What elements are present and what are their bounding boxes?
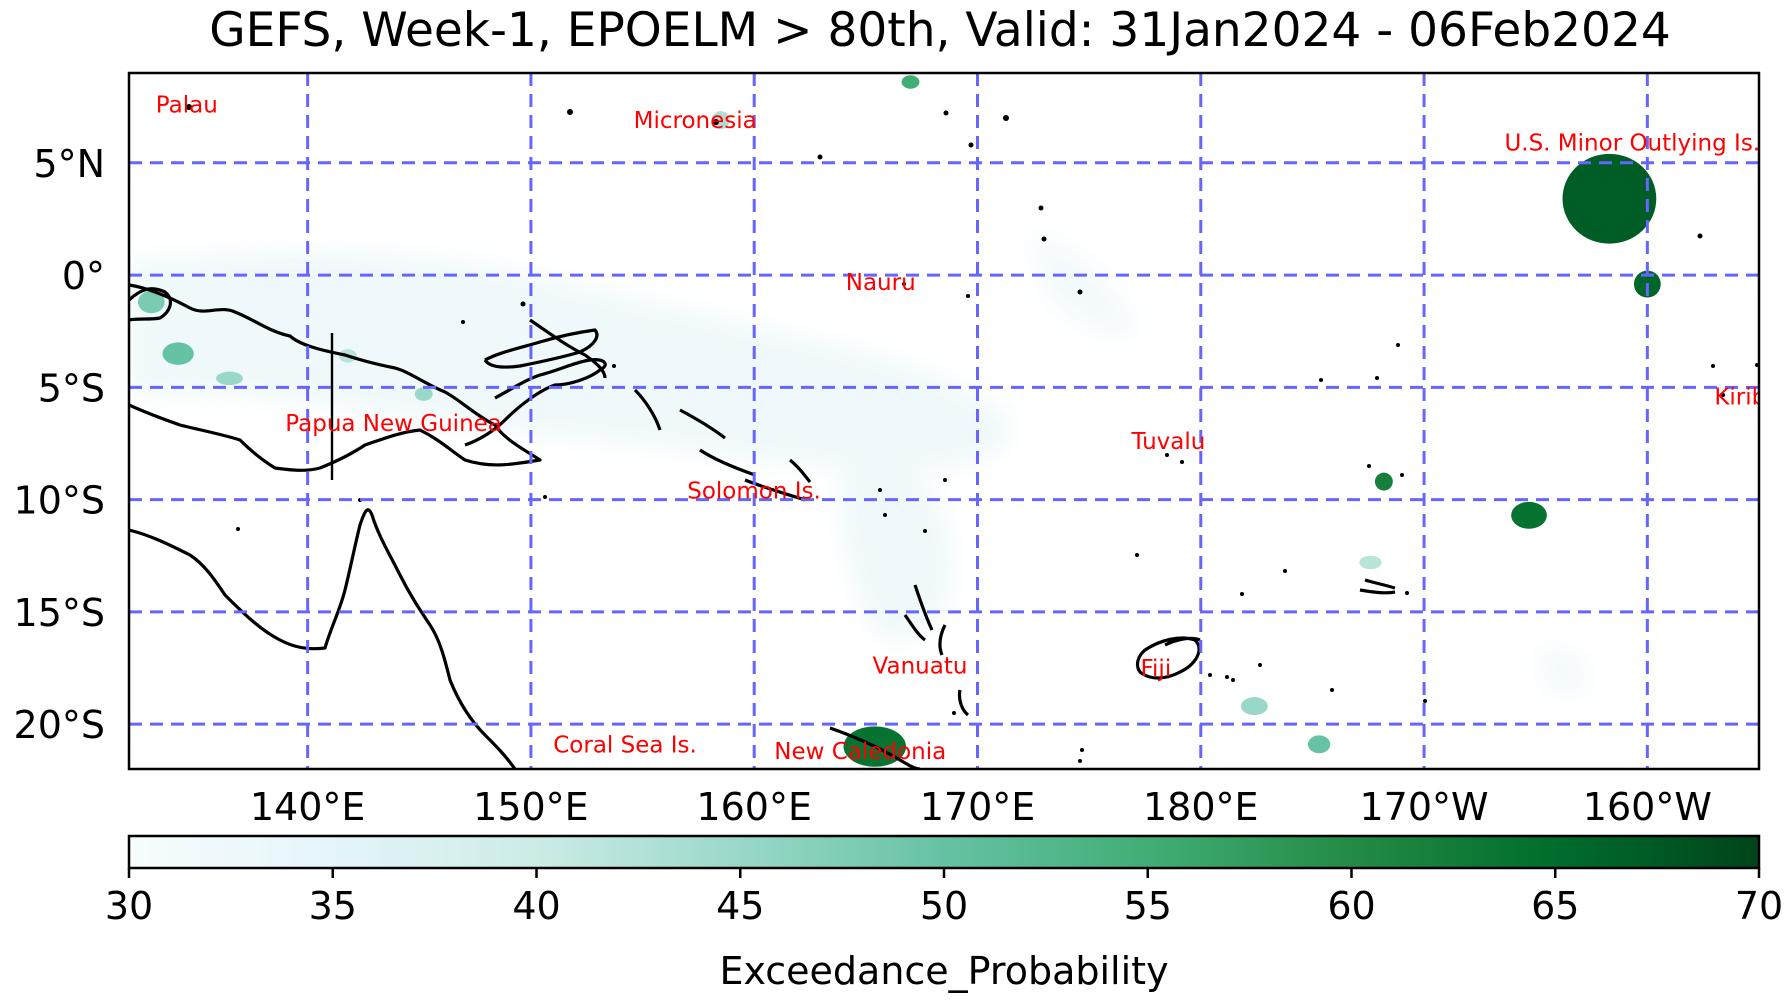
map-frame [127, 71, 1761, 771]
lon-tick-label: 160°E [696, 785, 812, 829]
figure-title: GEFS, Week-1, EPOELM > 80th, Valid: 31Ja… [209, 3, 1671, 58]
low-probability-field [129, 230, 1586, 694]
islands [186, 104, 1759, 763]
probability-cell [1359, 555, 1382, 570]
lon-tick-label: 150°E [473, 785, 589, 829]
colorbar-tick-label: 40 [512, 884, 560, 928]
colorbar-tick-label: 65 [1531, 884, 1579, 928]
probability-cell [1240, 697, 1268, 716]
lat-tick-label: 5°S [38, 366, 105, 410]
coastline-solomon-is [679, 408, 812, 502]
latitude-ticks: 5°N 0° 5°S 10°S 15°S 20°S [14, 142, 105, 747]
place-label: Solomon Is. [687, 479, 821, 505]
probability-cell [216, 371, 243, 386]
lon-tick-label: 170°E [920, 785, 1036, 829]
gridlines [129, 73, 1759, 769]
colorbar-ticks: 30 35 40 45 50 55 60 65 70 [105, 868, 1783, 928]
lon-tick-label: 160°W [1583, 785, 1712, 829]
place-label: Palau [156, 92, 218, 118]
place-label: Nauru [846, 270, 916, 296]
colorbar-tick-label: 30 [105, 884, 153, 928]
coastline-vanuatu [903, 584, 970, 717]
lat-tick-label: 5°N [33, 142, 105, 186]
coastline-new-guinea-west [129, 283, 542, 472]
probability-cell [1374, 472, 1393, 491]
map-area[interactable]: Palau Micronesia U.S. Minor Outlying Is. Na… [129, 73, 1790, 769]
lat-tick-label: 0° [62, 254, 105, 298]
lat-tick-label: 15°S [14, 591, 105, 635]
place-label: U.S. Minor Outlying Is. [1504, 131, 1760, 157]
place-labels: Palau Micronesia U.S. Minor Outlying Is. Na… [156, 92, 1790, 765]
probability-cell [162, 342, 194, 365]
lon-tick-label: 140°E [250, 785, 366, 829]
colorbar-tick-label: 60 [1327, 884, 1375, 928]
coastline-new-britain [483, 328, 599, 369]
place-label: Vanuatu [873, 654, 968, 680]
colorbar-tick-label: 45 [716, 884, 764, 928]
probability-cell [1511, 501, 1547, 529]
probability-cell [1307, 735, 1331, 754]
place-label: Kiribati [1714, 384, 1790, 410]
colorbar-tick-label: 55 [1124, 884, 1172, 928]
place-label: Tuvalu [1131, 429, 1206, 455]
place-label: New Caledonia [774, 739, 946, 765]
place-label: Fiji [1140, 656, 1171, 682]
place-label: Micronesia [634, 108, 757, 134]
coastline-fiji [1135, 636, 1201, 680]
colorbar-tick-label: 35 [309, 884, 357, 928]
colorbar: 30 35 40 45 50 55 60 65 70 Exceedance_Probabilit… [105, 834, 1783, 993]
coastline-bird-head [129, 287, 173, 322]
colorbar-tick-label: 50 [920, 884, 968, 928]
longitude-ticks: 140°E 150°E 160°E 170°E 180°E 170°W 160°W [250, 785, 1712, 829]
coastline-bougainville [633, 388, 662, 431]
colorbar-tick-label: 70 [1735, 884, 1783, 928]
probability-cell [137, 290, 165, 314]
coastline-australia-north [129, 508, 517, 769]
lon-tick-label: 180°E [1143, 785, 1259, 829]
colorbar-label: Exceedance_Probability [719, 949, 1168, 993]
colorbar-gradient [127, 834, 1761, 870]
place-label: Papua New Guinea [285, 411, 502, 437]
coastline-samoa [1359, 578, 1396, 595]
lat-tick-label: 10°S [14, 479, 105, 523]
probability-cell [414, 387, 433, 401]
lat-tick-label: 20°S [14, 703, 105, 747]
coastlines [129, 283, 1396, 769]
probability-cell [901, 75, 920, 89]
coastline-new-ireland [529, 318, 607, 379]
place-label: Coral Sea Is. [553, 732, 697, 758]
probability-cell [1562, 153, 1657, 244]
lon-tick-label: 170°W [1360, 785, 1489, 829]
